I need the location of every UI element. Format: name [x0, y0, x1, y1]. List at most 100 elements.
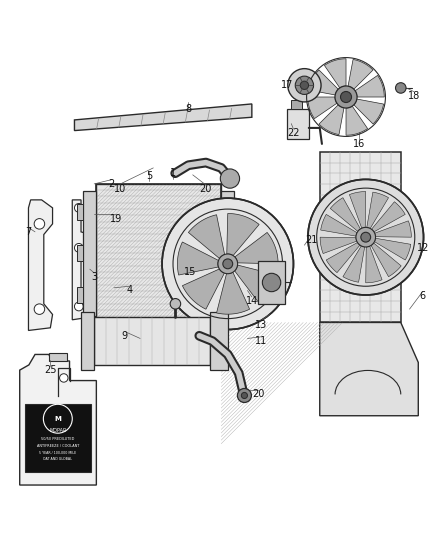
Circle shape	[262, 273, 281, 292]
Text: ANTIFREEZE / COOLANT: ANTIFREEZE / COOLANT	[37, 444, 79, 448]
Polygon shape	[182, 269, 224, 309]
Circle shape	[356, 228, 375, 247]
Circle shape	[223, 259, 233, 269]
Text: 2: 2	[109, 179, 115, 189]
Polygon shape	[367, 192, 389, 229]
Text: 50/50 PREDILUTED: 50/50 PREDILUTED	[41, 437, 74, 441]
Text: 10: 10	[114, 184, 127, 194]
Polygon shape	[319, 105, 344, 135]
Bar	[291, 100, 302, 109]
Polygon shape	[330, 198, 360, 231]
Bar	[258, 261, 285, 304]
Bar	[287, 109, 309, 139]
Bar	[49, 353, 67, 361]
Bar	[77, 245, 83, 261]
Text: 20: 20	[252, 390, 265, 399]
Bar	[77, 204, 83, 220]
Polygon shape	[28, 200, 53, 330]
Polygon shape	[227, 213, 259, 255]
Circle shape	[295, 76, 314, 94]
Circle shape	[300, 81, 308, 90]
Bar	[210, 312, 228, 370]
Polygon shape	[320, 322, 418, 416]
Circle shape	[74, 244, 83, 252]
Text: 6: 6	[420, 291, 426, 301]
Polygon shape	[221, 191, 234, 316]
Text: 15: 15	[184, 267, 197, 277]
Polygon shape	[177, 242, 219, 275]
Bar	[77, 287, 83, 303]
Text: 7: 7	[25, 227, 32, 237]
Bar	[25, 404, 91, 472]
Circle shape	[220, 169, 240, 188]
Text: 11: 11	[254, 336, 267, 346]
Bar	[320, 152, 401, 322]
Text: 5 YEAR / 100,000 MILE: 5 YEAR / 100,000 MILE	[39, 451, 76, 455]
Text: 3: 3	[91, 272, 97, 282]
Polygon shape	[216, 272, 250, 314]
Polygon shape	[235, 265, 277, 303]
Text: 22: 22	[287, 128, 300, 138]
Polygon shape	[354, 99, 384, 124]
Polygon shape	[325, 59, 346, 88]
Circle shape	[340, 92, 352, 102]
Polygon shape	[74, 104, 252, 131]
Circle shape	[288, 69, 321, 102]
Text: 14: 14	[246, 296, 258, 306]
Text: 17: 17	[281, 80, 293, 90]
Circle shape	[43, 405, 72, 433]
Polygon shape	[321, 214, 357, 236]
Text: 19: 19	[110, 214, 122, 223]
Circle shape	[74, 204, 83, 212]
Text: 18: 18	[408, 91, 420, 101]
Bar	[96, 184, 221, 322]
Polygon shape	[83, 191, 96, 316]
Polygon shape	[366, 246, 382, 283]
Polygon shape	[374, 221, 411, 237]
Text: 21: 21	[305, 235, 317, 245]
Polygon shape	[235, 232, 278, 264]
Circle shape	[396, 83, 406, 93]
Polygon shape	[320, 237, 357, 254]
Text: 16: 16	[353, 139, 365, 149]
Text: 25: 25	[44, 366, 57, 375]
Text: 20: 20	[200, 184, 212, 194]
Circle shape	[361, 232, 371, 242]
Bar	[94, 317, 210, 365]
Circle shape	[308, 180, 424, 295]
Text: 4: 4	[126, 286, 132, 295]
Circle shape	[335, 86, 357, 108]
Circle shape	[34, 304, 45, 314]
Polygon shape	[308, 70, 338, 95]
Text: M: M	[54, 416, 61, 422]
Polygon shape	[343, 246, 365, 282]
Polygon shape	[355, 75, 384, 97]
Polygon shape	[20, 354, 96, 485]
Bar	[96, 184, 221, 322]
Polygon shape	[348, 59, 373, 89]
Circle shape	[170, 298, 180, 309]
Text: 12: 12	[417, 243, 429, 253]
Polygon shape	[326, 243, 360, 273]
Polygon shape	[308, 97, 337, 119]
Circle shape	[34, 219, 45, 229]
Text: MOPAR: MOPAR	[49, 429, 67, 433]
Circle shape	[162, 198, 293, 329]
Polygon shape	[374, 238, 411, 260]
Circle shape	[241, 392, 247, 399]
Polygon shape	[371, 201, 405, 232]
Text: 9: 9	[122, 331, 128, 341]
Polygon shape	[346, 106, 367, 135]
Bar	[81, 312, 94, 370]
Polygon shape	[188, 215, 225, 259]
Text: OAT AND GLOBAL: OAT AND GLOBAL	[43, 457, 72, 461]
Text: 8: 8	[185, 104, 191, 114]
Circle shape	[237, 389, 251, 402]
Polygon shape	[350, 191, 366, 228]
Circle shape	[218, 254, 237, 273]
Circle shape	[74, 302, 83, 311]
Polygon shape	[371, 243, 401, 277]
Text: 5: 5	[146, 171, 152, 181]
Circle shape	[60, 374, 68, 382]
Polygon shape	[72, 200, 90, 320]
